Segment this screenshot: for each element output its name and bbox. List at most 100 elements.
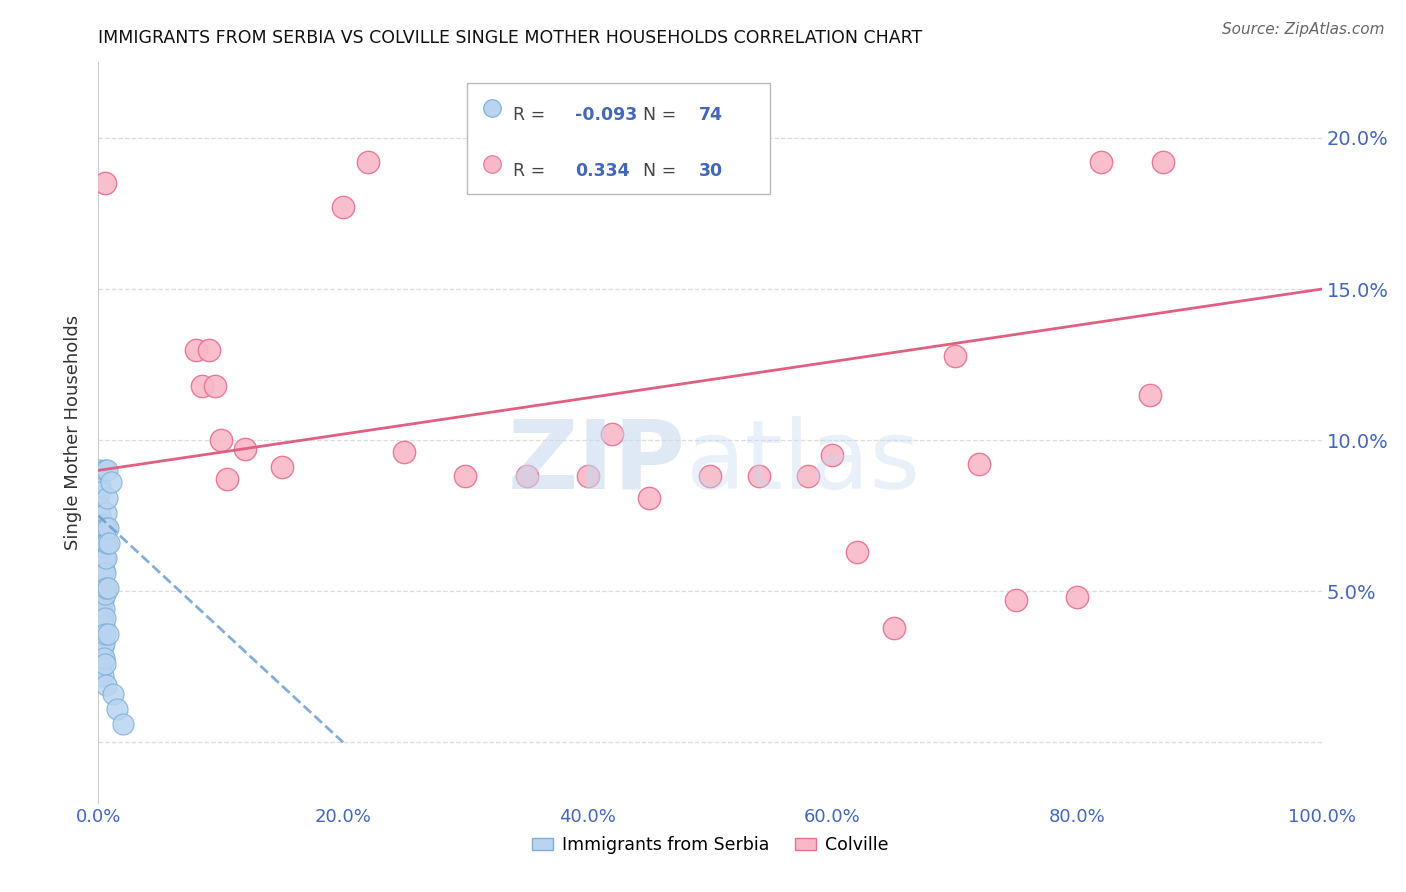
Point: [90, 654, 112, 668]
Point: [576, 469, 599, 483]
Point: [481, 157, 503, 171]
Point: [94, 551, 117, 566]
Text: 0.334: 0.334: [575, 162, 630, 180]
Point: [94, 581, 117, 595]
Point: [233, 442, 256, 457]
Point: [93, 617, 115, 632]
Point: [96, 536, 118, 550]
Point: [209, 433, 232, 447]
Point: [1139, 388, 1161, 402]
Point: [98, 536, 121, 550]
Text: N =: N =: [644, 162, 682, 180]
Point: [1066, 591, 1088, 605]
Text: N =: N =: [644, 106, 682, 124]
Point: [93, 463, 115, 477]
Point: [91, 591, 114, 605]
Point: [91, 606, 114, 620]
Point: [100, 475, 122, 490]
Point: [94, 678, 117, 692]
Point: [89, 541, 111, 556]
Point: [797, 469, 820, 483]
Point: [93, 177, 115, 191]
Text: 74: 74: [699, 106, 723, 124]
Point: [89, 508, 111, 523]
Point: [96, 463, 118, 477]
Legend: Immigrants from Serbia, Colville: Immigrants from Serbia, Colville: [524, 829, 896, 861]
Point: [94, 587, 117, 601]
Point: [89, 500, 111, 514]
Point: [91, 578, 114, 592]
Point: [91, 563, 114, 577]
Point: [89, 524, 111, 538]
Point: [94, 521, 117, 535]
Point: [600, 427, 623, 442]
Point: [90, 641, 112, 656]
Point: [204, 378, 226, 392]
Point: [93, 517, 115, 532]
Point: [1152, 155, 1174, 169]
Point: [90, 578, 112, 592]
Point: [90, 608, 112, 623]
Point: [90, 648, 112, 662]
Text: 30: 30: [699, 162, 723, 180]
Point: [91, 593, 114, 607]
Point: [93, 650, 115, 665]
Point: [91, 624, 114, 638]
Point: [637, 491, 661, 505]
Point: [89, 484, 111, 499]
Point: [89, 469, 111, 483]
Point: [943, 349, 966, 363]
Point: [883, 621, 905, 635]
Point: [89, 517, 111, 532]
Point: [91, 548, 114, 562]
Point: [96, 491, 118, 505]
Point: [111, 717, 134, 731]
Point: [97, 521, 120, 535]
Point: [1004, 593, 1026, 607]
Point: [90, 599, 112, 614]
Point: [90, 615, 112, 629]
Point: [332, 201, 354, 215]
Text: R =: R =: [513, 106, 551, 124]
Y-axis label: Single Mother Households: Single Mother Households: [65, 315, 83, 550]
Point: [356, 155, 378, 169]
Point: [215, 473, 238, 487]
Point: [89, 478, 111, 492]
Point: [93, 602, 115, 616]
Point: [91, 669, 114, 683]
FancyBboxPatch shape: [467, 83, 770, 194]
Point: [91, 654, 114, 668]
Point: [967, 458, 990, 472]
Point: [90, 593, 112, 607]
Point: [93, 635, 115, 649]
Point: [821, 448, 844, 462]
Point: [90, 621, 112, 635]
Point: [90, 584, 112, 599]
Point: [93, 533, 115, 547]
Text: R =: R =: [513, 162, 557, 180]
Point: [91, 621, 114, 635]
Point: [90, 635, 112, 649]
Point: [454, 469, 477, 483]
Point: [94, 657, 117, 671]
Point: [481, 101, 503, 115]
Point: [94, 551, 117, 566]
Point: [748, 469, 770, 483]
Point: [89, 463, 111, 477]
Point: [1090, 155, 1112, 169]
Point: [699, 469, 721, 483]
Point: [91, 560, 114, 574]
Point: [89, 548, 111, 562]
Point: [845, 545, 868, 559]
Point: [90, 660, 112, 674]
Point: [105, 702, 128, 716]
Point: [186, 343, 208, 357]
Point: [93, 584, 115, 599]
Text: atlas: atlas: [686, 416, 921, 508]
Point: [191, 378, 214, 392]
Point: [90, 569, 112, 583]
Point: [197, 343, 219, 357]
Point: [101, 687, 124, 701]
Point: [515, 469, 537, 483]
Point: [97, 581, 120, 595]
